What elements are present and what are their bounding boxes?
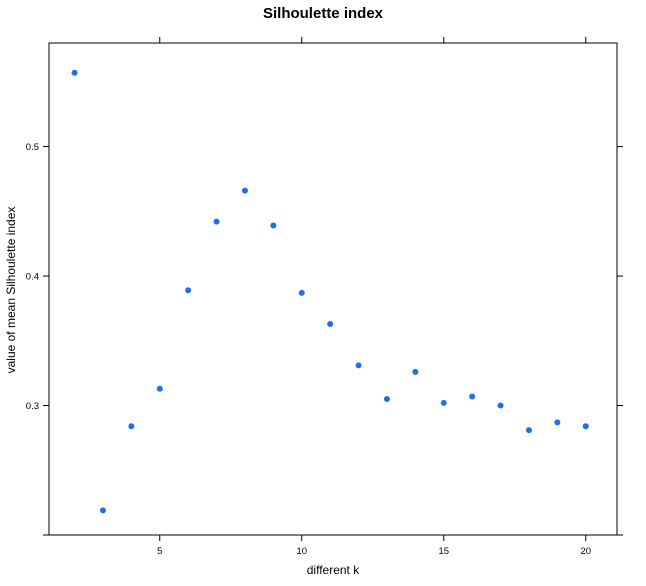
- data-point: [554, 419, 561, 426]
- data-point: [525, 427, 532, 434]
- y-tick-label: 0.5: [26, 142, 39, 153]
- y-axis-label: value of mean Silhoulette index: [4, 207, 18, 374]
- data-point: [241, 187, 248, 194]
- data-point: [128, 423, 135, 430]
- data-point: [71, 69, 78, 76]
- y-tick-label: 0.4: [26, 272, 39, 283]
- x-tick-label: 10: [296, 546, 307, 557]
- data-point: [355, 362, 362, 369]
- data-point: [412, 368, 419, 375]
- data-points: [71, 69, 589, 514]
- data-point: [469, 393, 476, 400]
- data-point: [327, 320, 334, 327]
- plot-frame: [48, 42, 618, 536]
- data-point: [440, 399, 447, 406]
- data-point: [156, 385, 163, 392]
- y-tick-label: 0.3: [26, 401, 39, 412]
- data-point: [185, 287, 192, 294]
- data-point: [213, 218, 220, 225]
- x-tick-label: 5: [157, 546, 162, 557]
- data-point: [383, 396, 390, 403]
- data-point: [270, 222, 277, 229]
- data-point: [99, 507, 106, 514]
- x-axis-label: different k: [307, 563, 360, 577]
- data-point: [497, 402, 504, 409]
- x-tick-label: 15: [438, 546, 449, 557]
- data-point: [298, 289, 305, 296]
- data-point: [582, 423, 589, 430]
- y-axis-ticks: 0.3 0.4 0.5: [26, 142, 623, 536]
- x-tick-label: 20: [580, 546, 591, 557]
- x-axis-ticks: 5 10 15 20: [157, 37, 591, 557]
- chart-title: Silhoulette index: [263, 5, 384, 22]
